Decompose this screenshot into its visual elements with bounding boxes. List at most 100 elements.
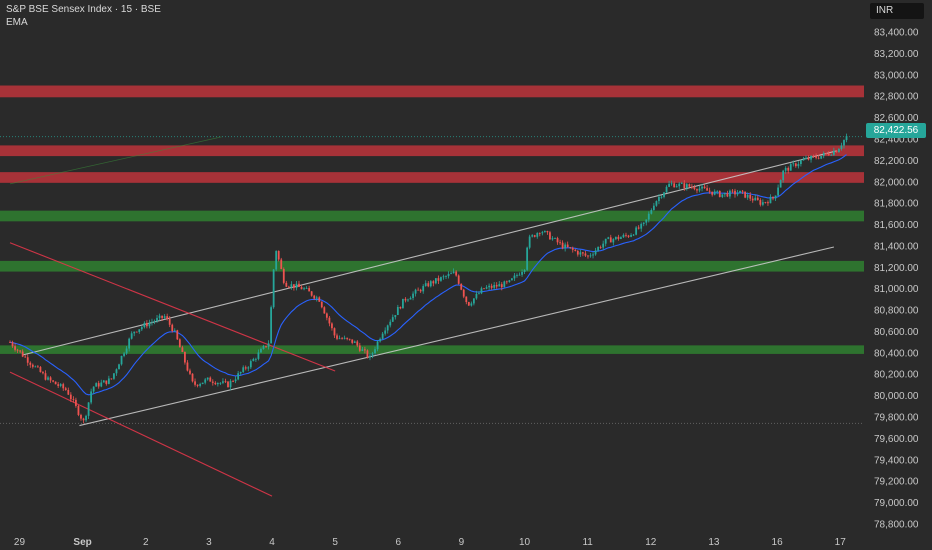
candle — [683, 180, 686, 191]
candle — [363, 346, 366, 354]
candle — [389, 319, 392, 328]
candle-body — [214, 382, 217, 385]
candle-body — [652, 205, 655, 210]
candle-body — [290, 284, 293, 287]
candle-body — [658, 197, 660, 202]
symbol-title[interactable]: S&P BSE Sensex Index · 15 · BSE — [6, 4, 161, 15]
candle — [663, 191, 665, 199]
y-tick-label: 79,400.00 — [874, 455, 919, 466]
candle — [361, 346, 364, 352]
candle-body — [607, 237, 610, 239]
candle-body — [518, 274, 521, 276]
candle-body — [404, 298, 407, 301]
candle — [222, 378, 224, 385]
candle — [541, 230, 544, 236]
candle-body — [232, 380, 234, 382]
candle-body — [696, 189, 698, 191]
candle-body — [620, 237, 622, 239]
x-tick-label: 11 — [582, 537, 593, 548]
candle-body — [690, 186, 693, 188]
candle-body — [381, 333, 384, 339]
candle — [34, 365, 37, 368]
candle-body — [270, 307, 272, 344]
candle — [810, 155, 812, 163]
candle-body — [713, 191, 716, 195]
candle — [42, 370, 44, 375]
candle — [325, 312, 328, 321]
candle — [650, 208, 653, 215]
candle — [797, 161, 800, 169]
candle — [417, 287, 420, 291]
candle — [726, 190, 729, 198]
candle — [201, 382, 204, 385]
candle-body — [784, 167, 787, 171]
time-axis[interactable]: 29 Sep 2 3 4 5 6 9 10 11 12 13 16 17 — [0, 532, 864, 550]
candle — [75, 397, 77, 408]
candle-body — [244, 367, 247, 369]
candle-body — [721, 194, 724, 197]
candle-body — [767, 202, 769, 204]
candle — [470, 301, 473, 307]
candle-body — [105, 380, 108, 384]
candle — [777, 184, 779, 197]
candle-body — [343, 337, 346, 339]
candle — [254, 357, 257, 362]
candle-body — [285, 282, 288, 287]
candle-body — [635, 227, 638, 235]
candle-body — [100, 382, 103, 387]
y-tick-label: 78,800.00 — [874, 519, 919, 530]
candle — [483, 288, 485, 290]
candle — [609, 234, 612, 243]
candle — [320, 301, 323, 309]
y-tick-label: 79,800.00 — [874, 413, 919, 424]
ema-indicator-label[interactable]: EMA — [6, 17, 28, 28]
zones-layer — [0, 85, 864, 424]
candle — [617, 234, 620, 241]
candle — [569, 247, 572, 249]
candle-body — [589, 255, 592, 257]
candle — [173, 328, 176, 332]
candle-body — [11, 342, 14, 347]
candle — [612, 238, 615, 246]
candle — [419, 288, 422, 293]
candle-body — [718, 190, 721, 197]
candle-body — [434, 278, 437, 284]
candle-body — [176, 330, 179, 340]
price-axis[interactable]: 83,400.00 83,200.00 83,000.00 82,800.00 82,6… — [864, 0, 932, 550]
candle — [328, 316, 331, 327]
candle-body — [346, 337, 349, 339]
candle — [412, 291, 414, 301]
candle-body — [156, 317, 158, 322]
candle-body — [777, 187, 779, 196]
candle-body — [252, 359, 255, 362]
candle-body — [44, 373, 47, 380]
currency-label[interactable]: INR — [870, 3, 924, 19]
candle — [44, 370, 47, 381]
candle-body — [797, 164, 800, 167]
candle — [133, 331, 136, 337]
candle — [767, 200, 769, 206]
candle — [318, 296, 321, 302]
candle-body — [42, 372, 44, 374]
candle — [409, 296, 412, 300]
candle-body — [716, 190, 719, 192]
candle-body — [358, 345, 361, 351]
candle-body — [521, 271, 523, 275]
x-tick-label: 12 — [645, 537, 657, 548]
candle-body — [57, 384, 60, 386]
candle — [128, 337, 131, 352]
candle-body — [840, 145, 843, 149]
candle — [14, 343, 16, 352]
candle-body — [31, 364, 34, 367]
candle-body — [807, 157, 810, 160]
candle — [564, 242, 567, 252]
candle-body — [249, 361, 252, 368]
candle — [204, 377, 207, 385]
candle — [214, 381, 217, 386]
candle-body — [95, 383, 98, 387]
candle — [310, 290, 313, 297]
candle — [736, 190, 739, 197]
candle-body — [569, 247, 572, 248]
candle-body — [275, 251, 278, 270]
